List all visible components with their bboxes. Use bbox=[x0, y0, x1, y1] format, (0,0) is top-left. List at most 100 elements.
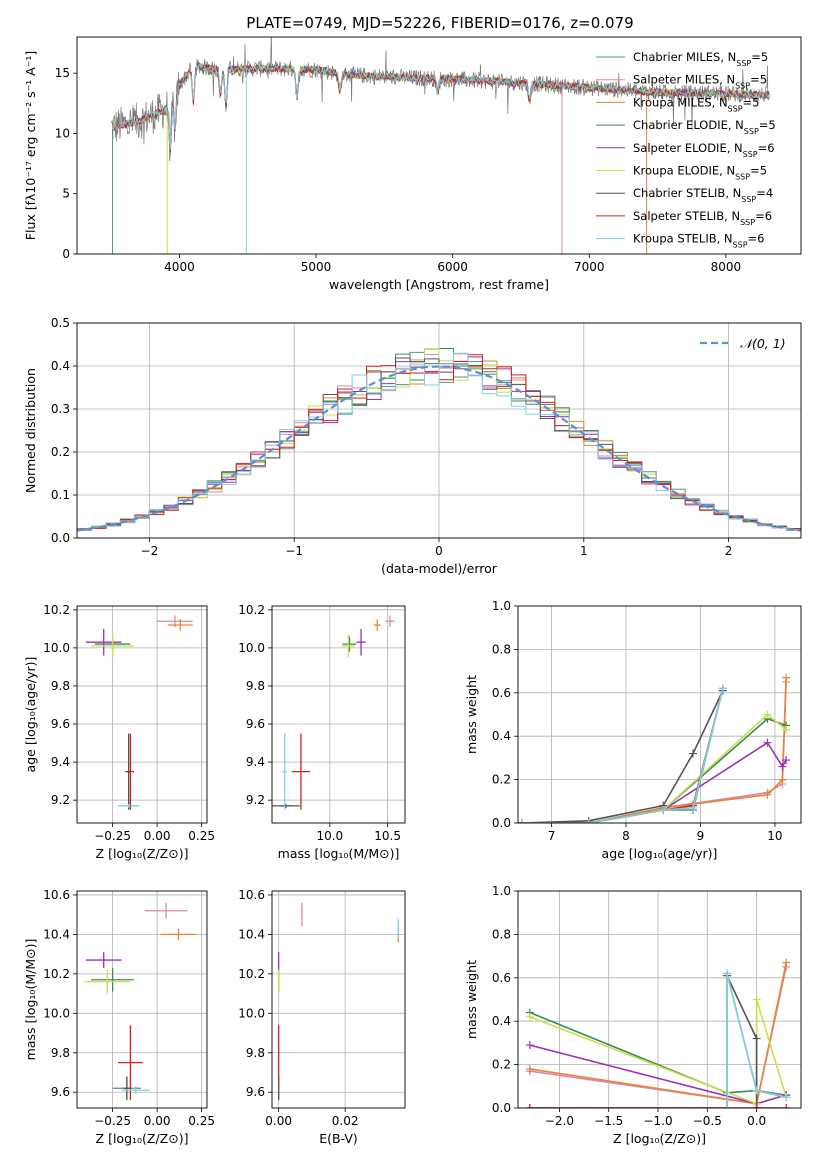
weight-marker bbox=[718, 684, 727, 693]
x-axis-label: Z [log₁₀(Z/Z⊙)] bbox=[96, 846, 189, 861]
y-tick-label: 10.2 bbox=[238, 967, 265, 981]
x-tick-label: 0.25 bbox=[188, 829, 215, 843]
x-tick-label: 5000 bbox=[301, 260, 332, 274]
legend-entry: Chabrier ELODIE, NSSP=5 bbox=[633, 118, 776, 136]
weight-marker bbox=[763, 738, 772, 747]
y-tick-label: 9.6 bbox=[51, 717, 70, 731]
weight-line bbox=[521, 677, 787, 823]
y-tick-label: 0.1 bbox=[51, 488, 70, 502]
error-point bbox=[272, 803, 300, 808]
legend-entry: Chabrier MILES, NSSP=5 bbox=[633, 50, 768, 68]
weight-line bbox=[726, 975, 758, 1108]
legend: Chabrier MILES, NSSP=5 Salpeter MILES, NS… bbox=[596, 50, 776, 249]
weight-marker bbox=[782, 1104, 791, 1108]
y-tick-label: 0.0 bbox=[492, 1101, 511, 1115]
axes-frame bbox=[517, 890, 802, 1109]
y-axis-label: Flux [fλ10⁻¹⁷ erg cm⁻² s⁻¹ A⁻¹] bbox=[23, 51, 38, 240]
y-tick-label: 10.4 bbox=[238, 927, 265, 941]
legend-entry: Salpeter MILES, NSSP=5 bbox=[633, 73, 767, 91]
y-tick-label: 0.6 bbox=[492, 971, 511, 985]
y-tick-label: 10.0 bbox=[43, 1006, 70, 1020]
axes-frame bbox=[76, 322, 802, 539]
x-tick-label: 0.00 bbox=[144, 1114, 171, 1128]
error-point bbox=[85, 952, 122, 968]
weight-line bbox=[521, 741, 787, 823]
weight-marker bbox=[584, 819, 593, 823]
x-axis-label: (data-model)/error bbox=[381, 561, 498, 576]
x-tick-label: 10.0 bbox=[316, 829, 343, 843]
plot-area bbox=[84, 902, 197, 1101]
y-tick-label: 0.0 bbox=[51, 531, 70, 545]
legend-entry: 𝒩(0, 1) bbox=[740, 336, 786, 351]
y-tick-label: 0.3 bbox=[51, 402, 70, 416]
weight-marker bbox=[525, 1064, 534, 1073]
weight-marker bbox=[525, 1104, 534, 1108]
weight-marker bbox=[782, 958, 791, 967]
weight-marker bbox=[752, 995, 761, 1004]
y-axis-label: mass weight bbox=[464, 960, 479, 1039]
axes-frame bbox=[76, 36, 802, 255]
x-tick-label: −2 bbox=[141, 544, 159, 558]
y-tick-label: 0.2 bbox=[51, 445, 70, 459]
error-point bbox=[385, 615, 395, 627]
y-tick-label: 10.4 bbox=[43, 927, 70, 941]
axes-frame bbox=[271, 890, 406, 1109]
x-tick-label: 0.25 bbox=[188, 1114, 215, 1128]
x-tick-label: −0.25 bbox=[94, 1114, 131, 1128]
y-tick-label: 10.2 bbox=[43, 603, 70, 617]
x-axis-label: wavelength [Angstrom, rest frame] bbox=[329, 277, 549, 292]
y-tick-label: 10.0 bbox=[43, 641, 70, 655]
plot-area bbox=[518, 673, 791, 823]
error-point bbox=[373, 619, 381, 631]
error-point bbox=[121, 1086, 151, 1095]
x-axis-label: Z [log₁₀(Z/Z⊙)] bbox=[613, 1131, 706, 1146]
plot-area bbox=[277, 902, 400, 1101]
x-axis-label: E(B-V) bbox=[319, 1131, 358, 1146]
residual-histogram bbox=[77, 352, 801, 531]
error-point bbox=[123, 1076, 131, 1101]
y-tick-label: 1.0 bbox=[492, 599, 511, 613]
spectrum-model-line bbox=[112, 63, 770, 150]
x-tick-label: 6000 bbox=[437, 260, 468, 274]
residual-histogram bbox=[77, 348, 801, 531]
y-tick-label: 9.6 bbox=[246, 1085, 265, 1099]
x-tick-label: 7000 bbox=[574, 260, 605, 274]
y-tick-label: 9.8 bbox=[246, 1046, 265, 1060]
y-axis-label: mass weight bbox=[464, 675, 479, 754]
weight-marker bbox=[518, 819, 526, 823]
weight-marker bbox=[659, 805, 668, 814]
panel-weight_vs_Z: −2.0 −1.5 −1.0 −0.5 0.0 0.0 0.2 0.4 0.6 0.8 1.0 Z [… bbox=[464, 884, 802, 1146]
x-tick-label: −1 bbox=[285, 544, 303, 558]
error-point bbox=[91, 967, 134, 992]
weight-marker bbox=[752, 1104, 761, 1108]
error-point bbox=[356, 628, 366, 656]
plot-area bbox=[77, 348, 801, 532]
y-tick-label: 1.0 bbox=[492, 884, 511, 898]
weight-marker bbox=[763, 710, 772, 719]
y-tick-label: 9.8 bbox=[51, 1046, 70, 1060]
error-point bbox=[160, 928, 197, 941]
y-tick-label: 9.4 bbox=[51, 755, 70, 769]
x-tick-label: 0.00 bbox=[144, 829, 171, 843]
y-tick-label: 0.4 bbox=[492, 1014, 511, 1028]
weight-marker bbox=[689, 803, 698, 812]
x-axis-label: Z [log₁₀(Z/Z⊙)] bbox=[96, 1131, 189, 1146]
y-tick-label: 9.2 bbox=[51, 793, 70, 807]
error-point bbox=[117, 803, 140, 808]
x-tick-label: 1 bbox=[580, 544, 588, 558]
legend-entry: Kroupa ELODIE, NSSP=5 bbox=[633, 164, 767, 182]
y-tick-label: 10 bbox=[55, 126, 70, 140]
legend-entry: Kroupa STELIB, NSSP=6 bbox=[633, 232, 764, 250]
x-tick-label: 10.5 bbox=[374, 829, 401, 843]
y-tick-label: 10.2 bbox=[43, 967, 70, 981]
weight-marker bbox=[778, 775, 787, 784]
y-tick-label: 9.8 bbox=[51, 679, 70, 693]
x-tick-label: −1.0 bbox=[643, 1114, 672, 1128]
panel-residuals: −2 −1 0 1 2 0.0 0.1 0.2 0.3 0.4 0.5 (data-model)/er… bbox=[23, 316, 802, 576]
error-point bbox=[117, 1025, 143, 1101]
y-tick-label: 10.0 bbox=[238, 1006, 265, 1020]
y-tick-label: 9.2 bbox=[246, 793, 265, 807]
weight-marker bbox=[525, 1041, 534, 1050]
x-axis-label: age [log₁₀(age/yr)] bbox=[602, 846, 718, 861]
panel-mass_vs_Z: −0.25 0.00 0.25 9.6 9.8 10.0 10.2 10.4 10.6 Z [lo… bbox=[23, 888, 215, 1146]
